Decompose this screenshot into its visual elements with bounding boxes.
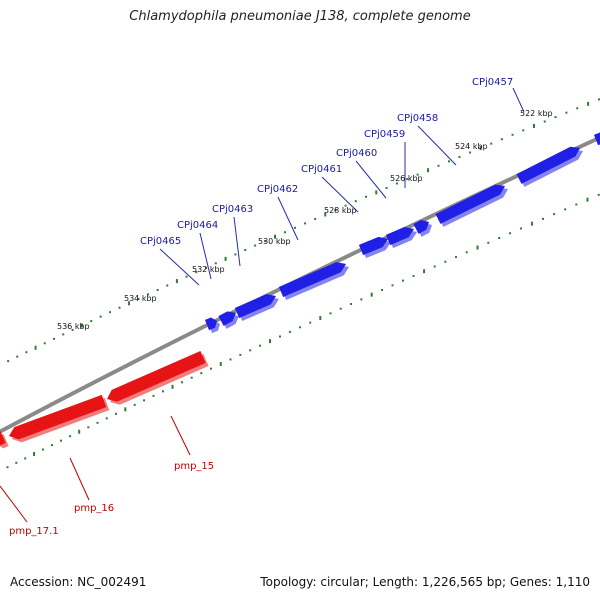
gene-label-cpj0459: CPj0459 — [364, 129, 405, 140]
gene-label-pmp-15: pmp_15 — [174, 461, 214, 472]
gene-label-cpj0458: CPj0458 — [397, 113, 438, 124]
callout-line — [199, 232, 212, 280]
forward-gene-arrow — [435, 184, 508, 227]
gene-callouts: CPj0457CPj0458CPj0459CPj0460CPj0461CPj04… — [0, 77, 525, 537]
gene-label-pmp-16: pmp_16 — [74, 503, 114, 514]
reverse-gene-arrow — [9, 394, 110, 443]
callout-line — [512, 87, 525, 113]
forward-gene-arrow — [234, 294, 279, 322]
gene-label-cpj0465: CPj0465 — [140, 236, 181, 247]
gene-label-cpj0462: CPj0462 — [257, 184, 298, 195]
scale-label: 526 kbp — [390, 174, 423, 183]
outer-tick-track — [0, 98, 600, 367]
forward-gene-arrow — [413, 219, 432, 237]
scale-labels: 522 kbp 524 kbp 526 kbp 528 kbp 530 kbp 532 k… — [57, 109, 553, 331]
forward-gene-arrow — [385, 227, 417, 249]
reverse-strand-genes — [0, 351, 209, 449]
scale-label: 528 kbp — [324, 206, 357, 215]
forward-strand-genes — [204, 132, 600, 334]
scale-label: 530 kbp — [258, 237, 291, 246]
gene-label-pmp-17-1: pmp_17.1 — [9, 526, 59, 537]
callout-line — [321, 176, 359, 213]
scale-label: 522 kbp — [520, 109, 553, 118]
callout-line — [0, 485, 28, 523]
forward-gene-arrow — [204, 317, 220, 334]
map-title: Chlamydophila pneumoniae J138, complete … — [129, 9, 471, 24]
forward-gene-arrow — [516, 146, 583, 187]
callout-line — [355, 160, 387, 199]
forward-gene-arrow — [358, 236, 391, 259]
reverse-gene-arrow — [0, 431, 9, 449]
callout-line — [159, 248, 200, 286]
forward-gene-arrow — [218, 311, 239, 329]
gene-label-cpj0464: CPj0464 — [177, 220, 218, 231]
callout-line — [69, 457, 90, 501]
gene-label-cpj0457: CPj0457 — [472, 77, 513, 88]
scale-label: 536 kbp — [57, 322, 90, 331]
callout-line — [170, 415, 191, 456]
scale-label: 534 kbp — [124, 294, 157, 303]
genome-backbone — [0, 135, 600, 434]
accession-text: Accession: NC_002491 — [10, 575, 147, 589]
scale-label: 532 kbp — [192, 265, 225, 274]
callout-line — [233, 216, 241, 267]
callout-line — [277, 196, 299, 241]
forward-gene-arrow — [278, 262, 349, 301]
forward-gene-arrow — [593, 132, 600, 146]
scale-label: 524 kbp — [455, 142, 488, 151]
reverse-gene-arrow — [107, 351, 209, 405]
gene-label-cpj0461: CPj0461 — [301, 164, 342, 175]
gene-label-cpj0463: CPj0463 — [212, 204, 253, 215]
inner-tick-track — [6, 193, 600, 469]
gene-label-cpj0460: CPj0460 — [336, 148, 377, 159]
callout-line — [417, 125, 457, 166]
topology-text: Topology: circular; Length: 1,226,565 bp… — [260, 575, 590, 589]
